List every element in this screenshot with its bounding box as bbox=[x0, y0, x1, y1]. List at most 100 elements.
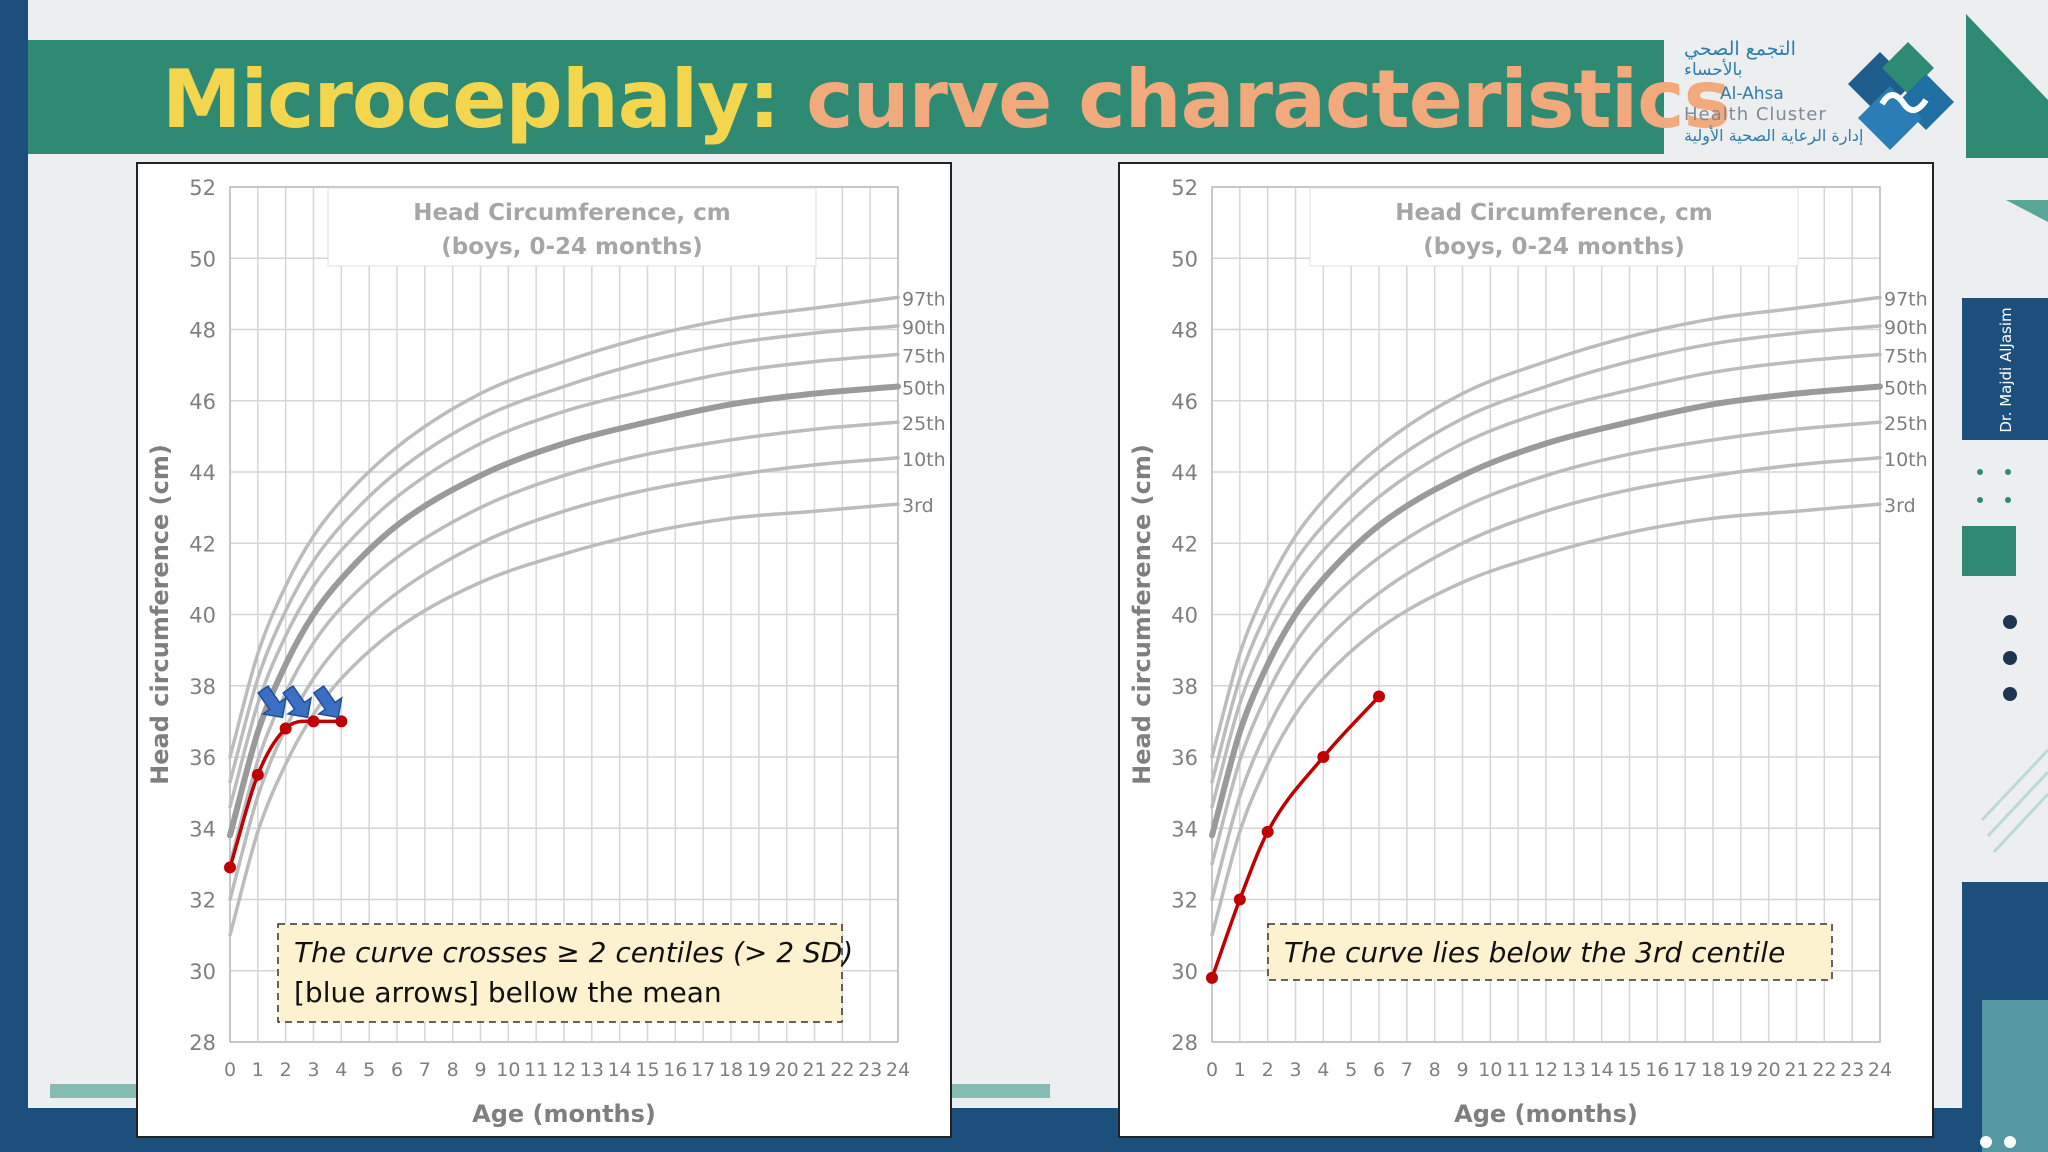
patient-data-point bbox=[1261, 825, 1274, 838]
x-tick-label: 18 bbox=[1701, 1059, 1725, 1081]
centile-label-10th: 10th bbox=[902, 449, 946, 471]
x-tick-label: 3 bbox=[307, 1059, 319, 1081]
centile-label-25th: 25th bbox=[1884, 413, 1928, 435]
x-tick-label: 23 bbox=[858, 1059, 882, 1081]
x-tick-label: 4 bbox=[335, 1059, 347, 1081]
x-tick-label: 19 bbox=[1729, 1059, 1753, 1081]
x-tick-label: 21 bbox=[802, 1059, 826, 1081]
centile-line-10th bbox=[228, 456, 900, 902]
y-tick-label: 34 bbox=[189, 817, 216, 841]
x-tick-label: 24 bbox=[886, 1059, 910, 1081]
patient-data-point bbox=[1317, 751, 1330, 763]
chart-grid bbox=[229, 186, 899, 1043]
logo-arabic-line2: بالأحساء bbox=[1684, 60, 1743, 80]
blue-arrow-icon bbox=[282, 685, 313, 719]
centile-line-50th bbox=[227, 383, 901, 839]
blue-arrow-icon bbox=[257, 685, 288, 719]
x-axis-label: Age (months) bbox=[472, 1100, 656, 1128]
y-tick-label: 50 bbox=[189, 247, 216, 271]
x-axis-label: Age (months) bbox=[1454, 1100, 1638, 1128]
x-tick-label: 22 bbox=[1812, 1059, 1836, 1081]
centile-line-75th bbox=[1210, 352, 1882, 809]
y-tick-label: 44 bbox=[1171, 461, 1198, 485]
logo-arabic-line1: التجمع الصحي bbox=[1684, 38, 1796, 60]
x-tick-label: 13 bbox=[580, 1059, 604, 1081]
x-tick-label: 9 bbox=[1456, 1059, 1468, 1081]
x-tick-label: 16 bbox=[663, 1059, 687, 1081]
y-tick-label: 34 bbox=[1171, 817, 1198, 841]
y-axis-label: Head circumference (cm) bbox=[146, 444, 174, 785]
y-tick-label: 50 bbox=[1171, 247, 1198, 271]
x-tick-label: 9 bbox=[474, 1059, 486, 1081]
x-tick-label: 24 bbox=[1868, 1059, 1892, 1081]
x-tick-label: 8 bbox=[1429, 1059, 1441, 1081]
x-tick-label: 12 bbox=[552, 1059, 576, 1081]
author-bar bbox=[1962, 298, 2048, 440]
chart-grid bbox=[1211, 186, 1881, 1043]
chart-title-box bbox=[1309, 187, 1799, 267]
diamond-logo-icon bbox=[1848, 42, 1954, 150]
patient-data-point bbox=[251, 768, 264, 781]
centile-label-3rd: 3rd bbox=[1884, 495, 1916, 517]
centile-line-3rd bbox=[228, 502, 900, 937]
centile-label-50th: 50th bbox=[902, 378, 946, 400]
y-tick-label: 40 bbox=[1171, 604, 1198, 628]
centile-line-90th bbox=[228, 324, 900, 784]
blue-arrow-shape bbox=[257, 685, 288, 719]
centile-label-90th: 90th bbox=[1884, 317, 1928, 339]
y-tick-label: 48 bbox=[189, 319, 216, 343]
patient-data-point bbox=[279, 722, 292, 735]
health-cluster-logo: التجمع الصحي بالأحساء Al-Ahsa Health Clu… bbox=[1672, 34, 1962, 154]
x-tick-label: 5 bbox=[363, 1059, 375, 1081]
x-tick-label: 22 bbox=[830, 1059, 854, 1081]
x-tick-label: 4 bbox=[1317, 1059, 1329, 1081]
x-tick-label: 14 bbox=[1590, 1059, 1614, 1081]
y-tick-label: 38 bbox=[1171, 675, 1198, 699]
x-tick-label: 6 bbox=[391, 1059, 403, 1081]
x-tick-label: 6 bbox=[1373, 1059, 1385, 1081]
y-tick-label: 48 bbox=[1171, 319, 1198, 343]
patient-data-point bbox=[335, 715, 348, 728]
x-tick-label: 5 bbox=[1345, 1059, 1357, 1081]
y-tick-label: 40 bbox=[189, 604, 216, 628]
x-tick-label: 10 bbox=[496, 1059, 520, 1081]
y-tick-label: 32 bbox=[189, 889, 216, 913]
x-tick-label: 11 bbox=[1506, 1059, 1530, 1081]
plot-border bbox=[1211, 186, 1881, 1043]
centile-line-25th bbox=[1210, 420, 1882, 866]
y-tick-label: 28 bbox=[1171, 1031, 1198, 1055]
centile-label-97th: 97th bbox=[1884, 288, 1928, 310]
x-tick-label: 8 bbox=[447, 1059, 459, 1081]
y-tick-label: 42 bbox=[1171, 532, 1198, 556]
blue-arrow-shape bbox=[312, 685, 343, 719]
centile-label-50th: 50th bbox=[1884, 378, 1928, 400]
patient-data-point bbox=[1373, 690, 1385, 703]
x-tick-label: 20 bbox=[1757, 1059, 1781, 1081]
centile-label-10th: 10th bbox=[1884, 449, 1928, 471]
centile-line-90th bbox=[1210, 324, 1882, 784]
x-tick-label: 0 bbox=[1206, 1059, 1218, 1081]
x-tick-label: 17 bbox=[1673, 1059, 1697, 1081]
note-box bbox=[277, 923, 843, 1023]
x-tick-label: 17 bbox=[691, 1059, 715, 1081]
y-tick-label: 36 bbox=[189, 746, 216, 770]
x-tick-label: 7 bbox=[1401, 1059, 1413, 1081]
centile-line-3rd bbox=[1210, 502, 1882, 937]
x-tick-label: 0 bbox=[224, 1059, 236, 1081]
head-circumference-chart-left: Head Circumference, cm (boys, 0-24 months… bbox=[146, 176, 946, 1128]
centile-label-90th: 90th bbox=[902, 317, 946, 339]
y-tick-label: 30 bbox=[189, 960, 216, 984]
patient-data-point bbox=[1206, 971, 1218, 984]
logo-english-line2: Health Cluster bbox=[1684, 104, 1827, 125]
slide-title-part1: Microcephaly: bbox=[162, 53, 780, 146]
blue-arrow-shape bbox=[282, 685, 313, 719]
x-tick-label: 14 bbox=[608, 1059, 632, 1081]
x-tick-label: 18 bbox=[719, 1059, 743, 1081]
x-tick-label: 2 bbox=[1262, 1059, 1274, 1081]
y-axis-label: Head circumference (cm) bbox=[1128, 444, 1156, 785]
chart-title-box bbox=[327, 187, 817, 267]
centile-line-97th bbox=[228, 295, 900, 759]
centile-label-3rd: 3rd bbox=[902, 495, 934, 517]
chart-title-line1: Head Circumference, cm bbox=[1395, 200, 1712, 226]
y-tick-label: 36 bbox=[1171, 746, 1198, 770]
